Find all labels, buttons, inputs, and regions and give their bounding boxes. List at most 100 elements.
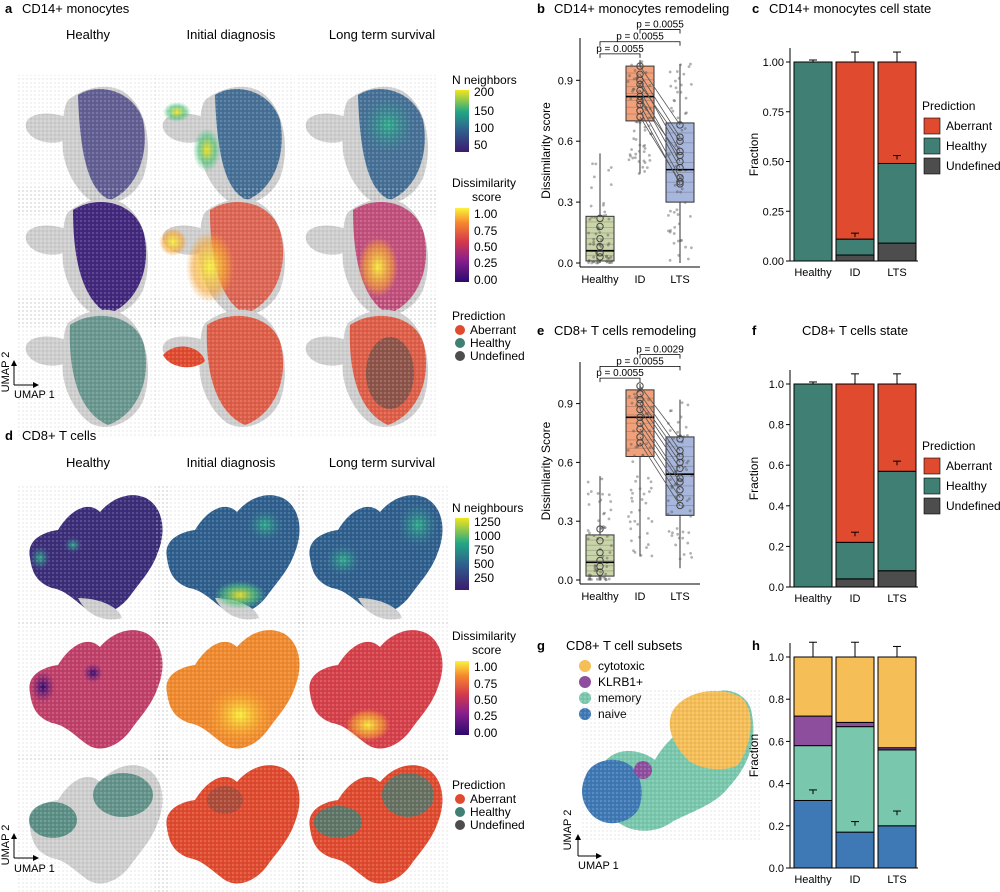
paired-line bbox=[639, 417, 681, 479]
legend-label: Undefined bbox=[946, 159, 1000, 173]
bar-segment-undefined bbox=[835, 578, 875, 588]
data-point bbox=[669, 209, 672, 213]
umap-texture bbox=[298, 620, 448, 760]
cytotoxic-swatch bbox=[579, 660, 591, 672]
sample-mean bbox=[676, 486, 684, 494]
monocyte-umap-grid bbox=[18, 75, 438, 438]
y-tick-label: 0.9 bbox=[558, 399, 573, 411]
data-point bbox=[635, 76, 639, 80]
panel-a-col-initial-diagnosis: Initial diagnosis bbox=[187, 27, 276, 42]
bar-segment-aberrant bbox=[877, 383, 917, 472]
data-point bbox=[676, 532, 680, 536]
legend-item: cytotoxic bbox=[598, 659, 645, 673]
data-point bbox=[638, 143, 642, 147]
y-tick-label: 0.6 bbox=[769, 460, 784, 472]
data-point bbox=[674, 543, 678, 547]
x-tick-label: Healthy bbox=[581, 274, 619, 286]
data-point bbox=[586, 492, 590, 496]
data-point bbox=[629, 154, 632, 158]
data-point bbox=[601, 492, 604, 496]
data-point bbox=[673, 225, 677, 229]
data-point bbox=[588, 577, 591, 581]
data-point bbox=[597, 260, 601, 264]
legend-item: Aberrant bbox=[470, 792, 517, 806]
legend-swatch bbox=[923, 477, 941, 495]
data-point bbox=[587, 503, 591, 506]
data-point bbox=[673, 183, 677, 187]
data-point bbox=[599, 498, 603, 502]
tick: 1000 bbox=[474, 529, 501, 543]
data-point bbox=[586, 537, 590, 541]
data-point bbox=[676, 430, 679, 434]
y-tick-label: 0.4 bbox=[769, 501, 784, 513]
data-point bbox=[631, 156, 635, 160]
data-point bbox=[626, 448, 630, 452]
data-point bbox=[633, 550, 637, 554]
data-point bbox=[597, 519, 601, 523]
sample-mean bbox=[636, 382, 644, 390]
data-point bbox=[636, 522, 640, 526]
data-point bbox=[675, 70, 679, 73]
chart-title: CD14+ monocytes remodeling bbox=[554, 1, 729, 16]
data-point bbox=[638, 535, 641, 539]
sample-mean bbox=[596, 525, 604, 533]
data-point bbox=[592, 260, 596, 264]
sample-mean bbox=[676, 137, 684, 145]
data-point bbox=[667, 229, 670, 233]
umap-texture bbox=[298, 755, 448, 892]
bar-segment-healthy bbox=[835, 541, 875, 580]
data-point bbox=[638, 487, 642, 491]
data-point bbox=[677, 253, 681, 257]
data-point bbox=[608, 261, 612, 264]
legend-item: KLRB1+ bbox=[598, 675, 643, 689]
chart-f-cd8-state: f CD8+ T cells state 0.0 0.2 0.4 0.6 0.8 1.0 Fra… bbox=[747, 323, 1000, 605]
panel-letter: e bbox=[537, 323, 544, 338]
data-point bbox=[605, 534, 609, 538]
y-tick-label: 0.6 bbox=[558, 457, 573, 469]
data-point bbox=[634, 152, 638, 156]
y-axis-label: Fraction bbox=[747, 133, 761, 176]
data-point bbox=[633, 156, 637, 160]
data-point bbox=[643, 143, 647, 147]
data-point bbox=[599, 245, 603, 249]
data-point bbox=[604, 213, 608, 217]
data-point bbox=[632, 77, 636, 81]
data-point bbox=[669, 229, 672, 232]
data-point bbox=[650, 405, 654, 409]
panel-g-letter: g bbox=[537, 638, 545, 653]
data-point bbox=[684, 425, 688, 429]
y-tick-label: 0.0 bbox=[769, 582, 784, 594]
umap-1-label-g: UMAP 1 bbox=[578, 860, 619, 872]
sample-mean bbox=[636, 413, 644, 422]
umap-1-label-d: UMAP 1 bbox=[14, 863, 55, 875]
tick: 100 bbox=[474, 121, 494, 135]
legend-prediction-d: Prediction Aberrant Healthy Undefined bbox=[452, 778, 525, 832]
data-point bbox=[628, 74, 631, 78]
data-point bbox=[643, 128, 647, 132]
data-point bbox=[645, 166, 649, 170]
data-point bbox=[679, 90, 683, 94]
data-point bbox=[676, 213, 680, 216]
data-point bbox=[629, 442, 633, 446]
legend-dissimilarity-d: Dissimilarity score 1.00 0.75 0.50 0.25 … bbox=[452, 629, 516, 740]
data-point bbox=[650, 520, 654, 523]
y-tick-label: 1.00 bbox=[763, 57, 784, 69]
legend-neighbors-title-d: N neighbours bbox=[452, 501, 523, 515]
data-point bbox=[634, 445, 638, 449]
data-point bbox=[588, 531, 591, 535]
panel-a-col-healthy: Healthy bbox=[66, 27, 111, 42]
data-point bbox=[686, 403, 690, 407]
umap-texture bbox=[18, 755, 168, 892]
paired-line bbox=[639, 436, 681, 498]
tcell-umap-grid bbox=[18, 485, 448, 892]
data-point bbox=[637, 149, 641, 153]
data-point bbox=[606, 243, 610, 247]
data-point bbox=[605, 565, 609, 569]
paired-line bbox=[639, 65, 681, 126]
data-point bbox=[676, 420, 680, 424]
sample-mean bbox=[596, 222, 604, 231]
paired-line bbox=[639, 442, 681, 506]
y-tick-label: 0.8 bbox=[769, 420, 784, 432]
data-point bbox=[590, 186, 593, 190]
data-point bbox=[645, 442, 649, 446]
